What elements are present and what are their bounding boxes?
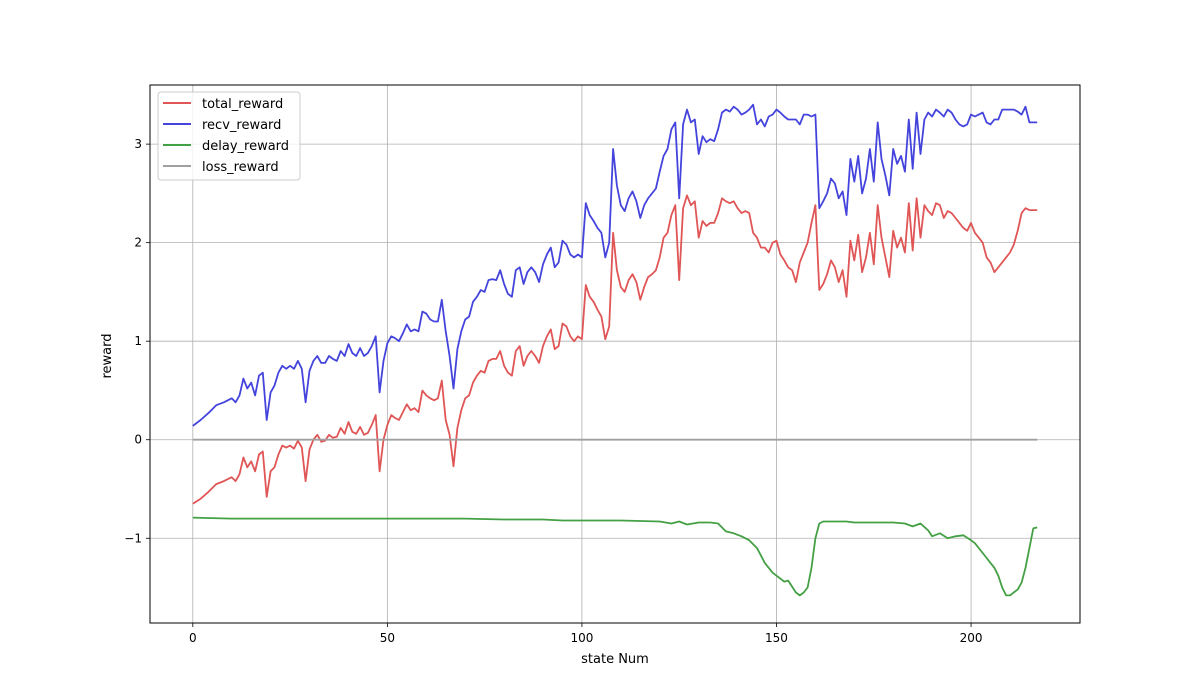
- y-axis-label: reward: [100, 333, 115, 378]
- y-tick-label: 3: [134, 137, 142, 151]
- legend: total_reward recv_reward delay_reward loss_…: [157, 91, 301, 181]
- series-line-total-reward: [192, 194, 1038, 505]
- y-tick-label: 2: [134, 236, 142, 250]
- y-axis-ticks: −1 0 1 2 3: [124, 137, 150, 545]
- x-axis-ticks: 0 50 100 150 200: [189, 623, 983, 645]
- y-tick-label: −1: [124, 531, 142, 545]
- legend-box: [157, 91, 301, 181]
- y-tick-label: 0: [134, 433, 142, 447]
- x-tick-label: 150: [765, 631, 788, 645]
- legend-label: loss_reward: [202, 160, 279, 175]
- legend-label: total_reward: [202, 97, 283, 112]
- plot-frame: [149, 84, 1081, 624]
- x-tick-label: 50: [380, 631, 395, 645]
- x-tick-label: 0: [189, 631, 197, 645]
- series-line-delay-reward: [192, 516, 1038, 597]
- series-line-recv-reward: [192, 103, 1038, 427]
- x-axis-label: state Num: [581, 652, 649, 667]
- legend-label: delay_reward: [202, 139, 289, 154]
- x-tick-label: 200: [960, 631, 983, 645]
- series-lines: [192, 103, 1038, 597]
- legend-label: recv_reward: [202, 118, 281, 133]
- y-tick-label: 1: [134, 334, 142, 348]
- x-tick-label: 100: [570, 631, 593, 645]
